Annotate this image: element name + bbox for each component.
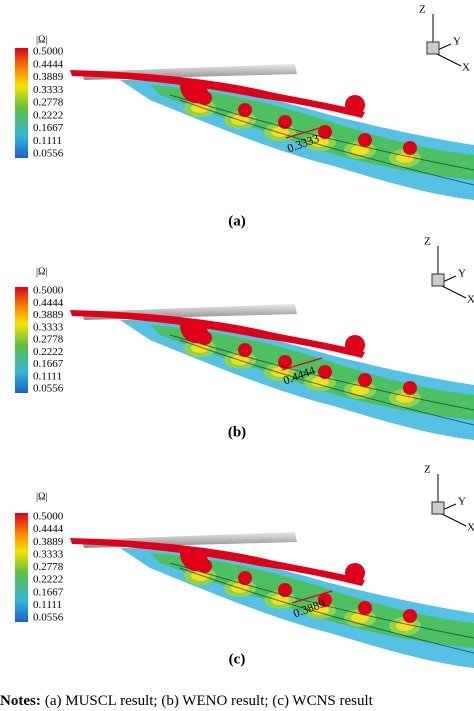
colorbar: [15, 513, 28, 622]
shear-layer: [70, 310, 365, 358]
legend-label: 0.5000: [33, 511, 64, 523]
annotation-line: [285, 125, 327, 139]
vortex-yellow: [311, 377, 329, 387]
vortex-yellow: [311, 605, 329, 615]
axis-label: X: [467, 522, 474, 534]
legend-label: 0.1111: [33, 135, 62, 147]
vortex-red: [318, 593, 332, 607]
flow-field: [70, 64, 474, 200]
vortex-red: [318, 125, 332, 139]
legend-label: 0.5000: [33, 285, 64, 297]
vortex-red: [403, 381, 417, 395]
vortex-red: [358, 373, 372, 387]
axis-triad: Z Y X: [424, 236, 474, 306]
legend-label: 0.2222: [33, 574, 63, 586]
flow-field: [70, 532, 474, 668]
axis-label: Y: [458, 268, 466, 280]
vortex-red: [403, 141, 417, 155]
axis-cube: [426, 41, 440, 55]
legend-label: 0.2778: [33, 97, 64, 109]
colorbar: [15, 48, 28, 158]
shear-layer: [70, 538, 365, 586]
legend-label: 0.2222: [33, 346, 63, 358]
legend-label: 0.0556: [33, 148, 64, 160]
caption: (c): [229, 651, 246, 667]
legend-label: 0.4444: [33, 297, 64, 309]
axis-triad: Z Y X: [419, 4, 470, 74]
axis-label: X: [462, 62, 470, 74]
vortex-red: [238, 571, 252, 585]
axis-triad: Z Y X: [424, 464, 474, 534]
vortex-yellow: [311, 137, 329, 147]
legend-label: 0.5000: [33, 46, 64, 58]
vortex-red: [278, 355, 292, 369]
axis-cube: [431, 501, 445, 515]
legend-label: 0.2778: [33, 334, 64, 346]
legend-label: 0.1667: [33, 358, 64, 370]
axis-label: Z: [419, 4, 426, 16]
legend-title: |Ω|: [36, 266, 47, 277]
vortex-red: [238, 103, 252, 117]
legend-title: |Ω|: [36, 34, 47, 45]
vortex-yellow: [351, 145, 369, 155]
annotation-line: [281, 357, 323, 371]
tip-vortex: [180, 550, 209, 572]
panel: |Ω|0.50000.44440.38890.33330.27780.22220…: [15, 4, 474, 229]
legend-label: 0.2222: [33, 109, 63, 121]
vortex-yellow: [351, 385, 369, 395]
legend-label: 0.0556: [33, 383, 64, 395]
annotation-line: [291, 590, 333, 604]
axis-label: Y: [453, 36, 461, 48]
legend-label: 0.3333: [33, 321, 64, 333]
vortex-yellow: [351, 613, 369, 623]
legend-label: 0.3333: [33, 84, 64, 96]
legend-label: 0.0556: [33, 612, 64, 624]
vortex-red: [403, 609, 417, 623]
axis-label: X: [467, 294, 474, 306]
notes-text: (a) MUSCL result; (b) WENO result; (c) W…: [45, 693, 374, 709]
axis-label: Z: [424, 236, 431, 248]
vortex-red: [358, 133, 372, 147]
axis-label: Z: [424, 464, 431, 476]
vortex-red: [278, 583, 292, 597]
caption: (b): [228, 424, 246, 440]
axis-label: Y: [458, 496, 466, 508]
vortex-red: [238, 343, 252, 357]
vortex-yellow: [396, 153, 414, 163]
legend-label: 0.1111: [33, 370, 62, 382]
legend-label: 0.2778: [33, 561, 64, 573]
caption: (a): [228, 213, 246, 229]
legend-label: 0.4444: [33, 523, 64, 535]
axis-cube: [431, 273, 445, 287]
flow-field: [70, 304, 474, 440]
colorbar: [15, 287, 28, 393]
shear-layer: [70, 70, 365, 118]
legend-label: 0.1667: [33, 122, 64, 134]
panel: |Ω|0.50000.44440.38890.33330.27780.22220…: [15, 464, 474, 668]
vortex-red: [318, 365, 332, 379]
tip-vortex: [180, 82, 209, 104]
legend-label: 0.3333: [33, 548, 64, 560]
legend-label: 0.3889: [33, 536, 64, 548]
panels: |Ω|0.50000.44440.38890.33330.27780.22220…: [15, 4, 474, 668]
notes: Notes: (a) MUSCL result; (b) WENO result;…: [0, 693, 374, 709]
tip-vortex: [180, 322, 209, 344]
legend-label: 0.4444: [33, 58, 64, 70]
legend-label: 0.1111: [33, 599, 62, 611]
legend-label: 0.1667: [33, 586, 64, 598]
legend-title: |Ω|: [36, 491, 47, 502]
notes-label: Notes:: [0, 693, 41, 709]
legend-label: 0.3889: [33, 309, 64, 321]
vortex-yellow: [396, 621, 414, 631]
legend-label: 0.3889: [33, 71, 64, 83]
vortex-yellow: [396, 393, 414, 403]
panel: |Ω|0.50000.44440.38890.33330.27780.22220…: [15, 236, 474, 440]
vortex-red: [278, 115, 292, 129]
vortex-red: [358, 601, 372, 615]
